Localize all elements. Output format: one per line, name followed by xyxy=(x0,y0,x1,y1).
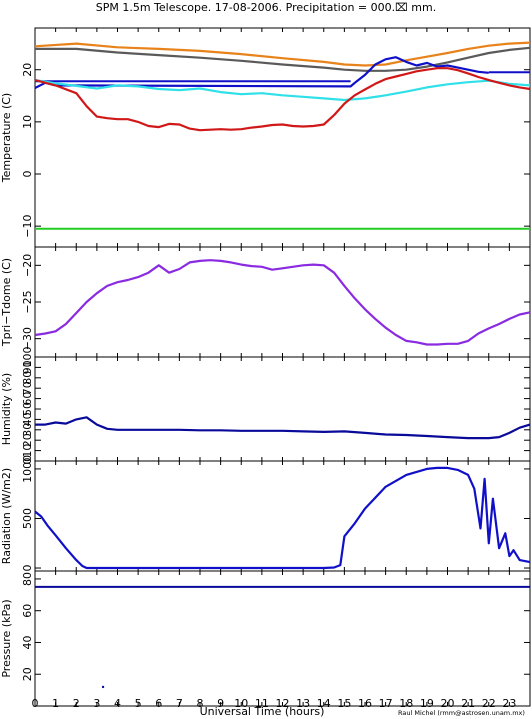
y-tick-label: 0 xyxy=(21,171,34,178)
y-tick-label: 80 xyxy=(21,371,34,385)
x-tick-label: 17 xyxy=(379,697,393,710)
panel-frame xyxy=(34,460,531,572)
series-line-blue xyxy=(34,56,489,89)
x-tick-label: 13 xyxy=(296,697,310,710)
y-tick-label: −30 xyxy=(21,327,34,350)
chart-title: SPM 1.5m Telescope. 17-08-2006. Precipit… xyxy=(96,1,436,14)
x-tick-label: 6 xyxy=(155,697,162,710)
x-tick-label: 18 xyxy=(399,697,413,710)
x-tick-label: 8 xyxy=(197,697,204,710)
y-axis-label: Tpri−Tdome (C) xyxy=(0,258,13,347)
x-tick-label: 21 xyxy=(461,697,475,710)
y-tick-label: 90 xyxy=(21,360,34,374)
x-tick-label: 9 xyxy=(217,697,224,710)
y-tick-label: 100 xyxy=(21,347,34,368)
y-tick-label: 0 xyxy=(21,565,34,572)
y-axis-label: Humidity (%) xyxy=(0,373,13,445)
y-tick-label: 0 xyxy=(21,458,34,465)
series-line-blue xyxy=(34,466,531,570)
y-tick-label: 1000 xyxy=(21,455,34,483)
x-tick-label: 20 xyxy=(441,697,455,710)
panel-frame xyxy=(34,356,531,462)
series-line-red xyxy=(34,67,531,132)
y-tick-label: 60 xyxy=(21,604,34,618)
y-tick-label: 80 xyxy=(21,572,34,586)
x-tick-label: 19 xyxy=(420,697,434,710)
y-tick-label: 50 xyxy=(21,402,34,416)
y-axis-label: Pressure (kPa) xyxy=(0,599,13,677)
y-axis-label: Temperature (C) xyxy=(0,93,13,183)
y-tick-label: 500 xyxy=(21,508,34,529)
series-line-gray xyxy=(35,46,531,72)
x-tick-label: 5 xyxy=(135,697,142,710)
y-tick-label: 40 xyxy=(21,412,34,426)
x-tick-label: 12 xyxy=(276,697,290,710)
x-tick-label: 23 xyxy=(502,697,516,710)
series-line-navy xyxy=(35,416,531,440)
series-line-purple xyxy=(34,259,531,346)
y-tick-label: 30 xyxy=(21,423,34,437)
x-tick-label: 15 xyxy=(337,697,351,710)
panel-1: −30 −25 −20 Tpri−Tdome (C) xyxy=(0,246,531,358)
panel-3: 0 500 1000 Radiation (W/m2) xyxy=(0,455,531,572)
y-tick-label: 70 xyxy=(21,381,34,395)
series-line-cyan xyxy=(34,79,531,102)
y-tick-label: −10 xyxy=(21,215,34,238)
y-tick-label: 10 xyxy=(21,115,34,129)
y-tick-label: −20 xyxy=(21,254,34,277)
x-axis-label: Universal Time (hours) xyxy=(200,705,325,718)
x-tick-label: 11 xyxy=(255,697,269,710)
y-tick-label: 20 xyxy=(21,433,34,447)
x-tick-label: 2 xyxy=(73,697,80,710)
y-tick-label: 20 xyxy=(21,63,34,77)
x-tick-label: 22 xyxy=(482,697,496,710)
series-line-orange xyxy=(34,41,531,67)
x-tick-label: 7 xyxy=(176,697,183,710)
x-tick-label: 14 xyxy=(317,697,331,710)
credit-text: Raul Michel (rmm@astrosen.unam.mx) xyxy=(398,709,525,717)
x-tick-label: 4 xyxy=(114,697,121,710)
panel-0: −10 0 10 20 Temperature (C) xyxy=(0,27,531,248)
x-tick-label: 10 xyxy=(234,697,248,710)
y-tick-label: 10 xyxy=(21,444,34,458)
x-tick-label: 0 xyxy=(32,697,39,710)
y-tick-label: 40 xyxy=(21,635,34,649)
y-tick-label: 60 xyxy=(21,392,34,406)
y-tick-label: 20 xyxy=(21,667,34,681)
panel-frame xyxy=(34,246,531,358)
panel-frame xyxy=(34,570,531,707)
x-tick-label: 3 xyxy=(93,697,100,710)
y-axis-label: Radiation (W/m2) xyxy=(0,468,13,564)
x-tick-label: 1 xyxy=(52,697,59,710)
y-tick-label: −25 xyxy=(21,290,34,313)
x-tick-label: 16 xyxy=(358,697,372,710)
data-point xyxy=(101,685,105,689)
